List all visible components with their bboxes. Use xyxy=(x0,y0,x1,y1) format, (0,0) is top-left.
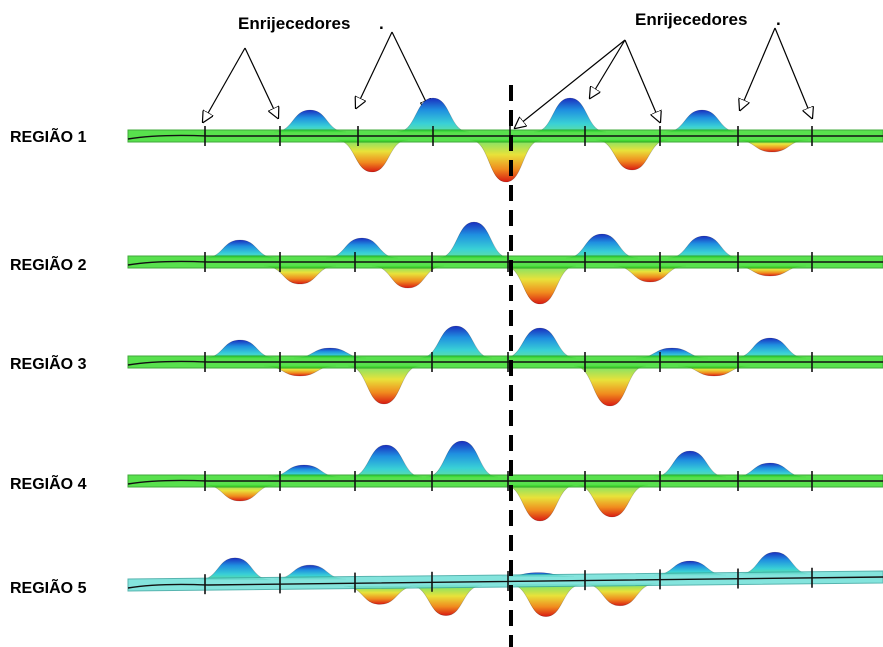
region-2: REGIÃO 2 xyxy=(10,221,883,305)
callout-left: Enrijecedores . xyxy=(238,14,384,33)
buckle-up xyxy=(665,109,739,133)
arrow-left-2 xyxy=(244,47,278,118)
region-1: REGIÃO 1 xyxy=(10,97,883,183)
buckle-down xyxy=(583,583,657,607)
plate-centerline xyxy=(127,576,883,589)
buckle-down xyxy=(503,265,577,305)
buckle-down xyxy=(503,484,577,522)
region-3: REGIÃO 3 xyxy=(10,325,883,407)
buckle-up xyxy=(738,551,812,575)
buckle-down xyxy=(371,265,445,289)
buckle-up xyxy=(425,440,499,478)
region-5: REGIÃO 5 xyxy=(10,551,883,617)
buckle-up xyxy=(733,337,807,359)
buckle-down xyxy=(469,139,543,183)
region-label: REGIÃO 2 xyxy=(10,254,87,274)
arrow-right-4 xyxy=(740,27,776,110)
region-label: REGIÃO 5 xyxy=(10,577,87,597)
buckle-up xyxy=(419,325,493,359)
buckle-up xyxy=(437,221,511,259)
region-label: REGIÃO 4 xyxy=(10,473,87,493)
buckle-down xyxy=(573,365,647,407)
buckle-up xyxy=(565,233,639,259)
plate-centerline xyxy=(127,134,883,140)
buckle-down xyxy=(409,585,483,616)
buckle-up xyxy=(325,237,399,259)
region-4: REGIÃO 4 xyxy=(10,440,883,522)
plate-centerline xyxy=(127,360,883,366)
arrow-left-3 xyxy=(356,31,393,108)
buckle-up xyxy=(198,557,272,581)
buckle-down xyxy=(335,139,409,173)
arrow-left-4 xyxy=(391,31,430,110)
buckle-up xyxy=(533,97,607,133)
callout-arrows xyxy=(203,27,812,128)
callout-right-title: Enrijecedores xyxy=(635,10,747,29)
buckle-up xyxy=(349,444,423,478)
region-label: REGIÃO 1 xyxy=(10,126,87,146)
buckle-down xyxy=(575,484,649,518)
arrow-right-2 xyxy=(590,39,626,98)
buckle-down xyxy=(263,265,337,285)
buckle-up xyxy=(203,339,277,359)
arrow-right-5 xyxy=(774,27,812,118)
buckle-up xyxy=(273,109,347,133)
arrow-left-1 xyxy=(203,47,246,122)
plate-centerline xyxy=(127,479,883,485)
regions: REGIÃO 1 REGIÃO 2 REGIÃO 3 REGIÃO 4 REGIÃO 5 xyxy=(10,97,883,617)
callout-right-suffix: . xyxy=(776,10,781,29)
buckle-up xyxy=(503,327,577,359)
buckle-down xyxy=(595,139,669,171)
arrow-right-3 xyxy=(624,39,660,122)
buckle-down xyxy=(347,365,421,405)
buckle-up xyxy=(396,97,470,133)
arrow-right-1 xyxy=(515,39,626,128)
buckle-up xyxy=(203,239,277,259)
buckle-up xyxy=(653,450,727,478)
callout-right: Enrijecedores . xyxy=(635,10,781,29)
buckle-up xyxy=(667,235,741,259)
buckle-down xyxy=(509,584,583,617)
plate-centerline xyxy=(127,260,883,266)
callout-left-suffix: . xyxy=(379,14,384,33)
region-label: REGIÃO 3 xyxy=(10,353,87,373)
callout-left-title: Enrijecedores xyxy=(238,14,350,33)
